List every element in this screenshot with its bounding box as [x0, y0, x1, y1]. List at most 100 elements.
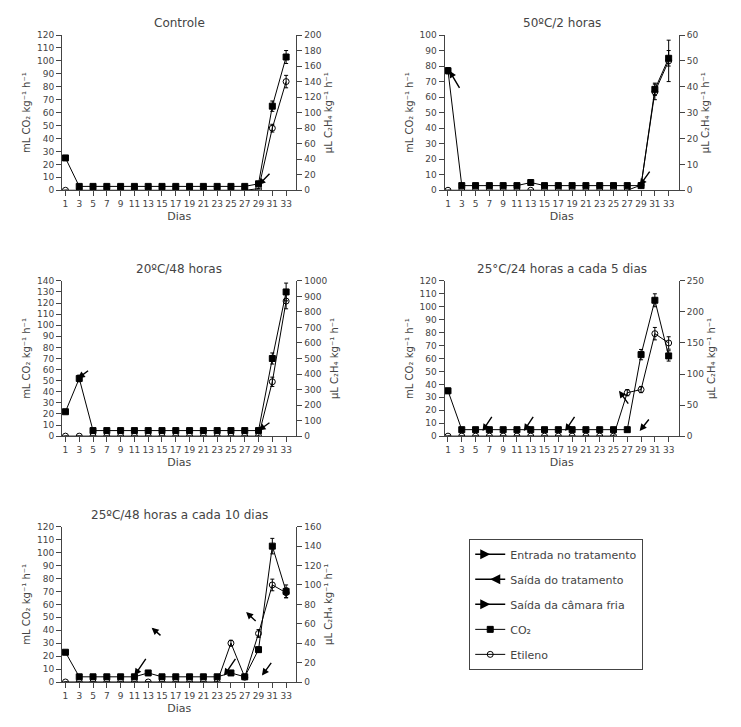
svg-text:27: 27	[239, 199, 250, 209]
svg-text:100: 100	[304, 108, 321, 118]
svg-text:20: 20	[304, 170, 316, 180]
svg-text:40: 40	[687, 82, 699, 92]
svg-text:13: 13	[142, 199, 153, 209]
svg-text:700: 700	[304, 323, 321, 333]
svg-text:150: 150	[687, 338, 704, 348]
svg-text:0: 0	[687, 185, 693, 195]
svg-text:21: 21	[198, 445, 209, 455]
svg-text:15: 15	[539, 199, 550, 209]
svg-text:33: 33	[280, 199, 291, 209]
svg-text:60: 60	[425, 354, 437, 364]
svg-text:130: 130	[37, 287, 54, 297]
svg-text:23: 23	[594, 445, 605, 455]
svg-text:20: 20	[43, 409, 55, 419]
svg-text:15: 15	[156, 691, 167, 701]
svg-text:Entrada no tratamento: Entrada no tratamento	[510, 549, 636, 562]
svg-text:0: 0	[431, 431, 437, 441]
svg-text:μL C₂H₄ kg⁻¹ h⁻¹: μL C₂H₄ kg⁻¹ h⁻¹	[323, 72, 334, 153]
svg-text:500: 500	[304, 354, 321, 364]
svg-text:140: 140	[304, 541, 321, 551]
svg-text:5: 5	[90, 445, 96, 455]
svg-text:0: 0	[304, 677, 310, 687]
svg-text:0: 0	[48, 185, 54, 195]
svg-text:100: 100	[304, 416, 321, 426]
svg-text:33: 33	[280, 445, 291, 455]
svg-text:27: 27	[622, 199, 633, 209]
svg-text:9: 9	[118, 199, 124, 209]
svg-text:20: 20	[43, 651, 55, 661]
svg-text:33: 33	[663, 445, 674, 455]
svg-text:Dias: Dias	[167, 702, 191, 715]
svg-text:11: 11	[511, 199, 522, 209]
svg-text:9: 9	[500, 199, 506, 209]
svg-text:120: 120	[420, 276, 437, 286]
svg-text:80: 80	[304, 123, 316, 133]
svg-text:Dias: Dias	[550, 210, 574, 223]
svg-text:90: 90	[43, 561, 55, 571]
svg-text:mL CO₂ kg⁻¹ h⁻¹: mL CO₂ kg⁻¹ h⁻¹	[21, 72, 32, 153]
svg-text:110: 110	[37, 309, 54, 319]
svg-text:30: 30	[43, 147, 55, 157]
svg-text:110: 110	[37, 535, 54, 545]
svg-text:1: 1	[445, 199, 451, 209]
svg-text:160: 160	[304, 61, 321, 71]
svg-text:31: 31	[267, 691, 278, 701]
svg-text:9: 9	[500, 445, 506, 455]
svg-text:50: 50	[425, 367, 437, 377]
svg-text:21: 21	[580, 445, 591, 455]
svg-text:90: 90	[43, 331, 55, 341]
svg-text:70: 70	[425, 341, 437, 351]
svg-text:Dias: Dias	[167, 456, 191, 469]
svg-text:20: 20	[425, 405, 437, 415]
svg-text:80: 80	[43, 574, 55, 584]
svg-text:23: 23	[211, 199, 222, 209]
svg-text:80: 80	[425, 328, 437, 338]
svg-text:3: 3	[76, 445, 82, 455]
svg-text:20: 20	[43, 160, 55, 170]
svg-text:5: 5	[90, 691, 96, 701]
svg-text:40: 40	[304, 638, 316, 648]
svg-text:200: 200	[304, 400, 321, 410]
svg-text:21: 21	[198, 199, 209, 209]
svg-text:1: 1	[63, 445, 69, 455]
svg-text:μL C₂H₄ kg⁻¹ h⁻¹: μL C₂H₄ kg⁻¹ h⁻¹	[700, 72, 711, 153]
svg-text:100: 100	[420, 30, 437, 40]
svg-text:27: 27	[622, 445, 633, 455]
svg-text:3: 3	[76, 199, 82, 209]
svg-text:mL CO₂ kg⁻¹ h⁻¹: mL CO₂ kg⁻¹ h⁻¹	[21, 564, 32, 645]
svg-text:11: 11	[129, 199, 140, 209]
svg-text:11: 11	[129, 691, 140, 701]
svg-text:50: 50	[43, 121, 55, 131]
svg-text:17: 17	[170, 199, 181, 209]
svg-text:0: 0	[304, 185, 310, 195]
svg-text:Dias: Dias	[167, 210, 191, 223]
svg-text:30: 30	[425, 139, 437, 149]
svg-text:17: 17	[170, 691, 181, 701]
svg-text:29: 29	[253, 445, 265, 455]
svg-text:29: 29	[635, 199, 647, 209]
svg-text:9: 9	[118, 445, 124, 455]
svg-text:70: 70	[43, 95, 55, 105]
svg-text:5: 5	[473, 199, 479, 209]
svg-text:25: 25	[608, 199, 619, 209]
svg-text:0: 0	[431, 185, 437, 195]
svg-text:13: 13	[142, 691, 153, 701]
svg-text:33: 33	[663, 199, 674, 209]
svg-text:800: 800	[304, 307, 321, 317]
svg-text:5: 5	[473, 445, 479, 455]
svg-text:200: 200	[687, 307, 704, 317]
svg-text:25: 25	[225, 199, 236, 209]
svg-text:40: 40	[425, 123, 437, 133]
svg-text:25: 25	[225, 691, 236, 701]
svg-text:Saída do tratamento: Saída do tratamento	[510, 574, 624, 587]
svg-text:10: 10	[425, 418, 437, 428]
svg-text:50: 50	[687, 400, 699, 410]
svg-text:80: 80	[304, 600, 316, 610]
svg-text:21: 21	[580, 199, 591, 209]
svg-text:33: 33	[280, 691, 291, 701]
svg-text:31: 31	[649, 199, 660, 209]
svg-text:25°C/24 horas a cada 5 dias: 25°C/24 horas a cada 5 dias	[477, 262, 647, 276]
svg-text:3: 3	[459, 445, 465, 455]
svg-text:140: 140	[304, 77, 321, 87]
svg-text:19: 19	[184, 199, 196, 209]
